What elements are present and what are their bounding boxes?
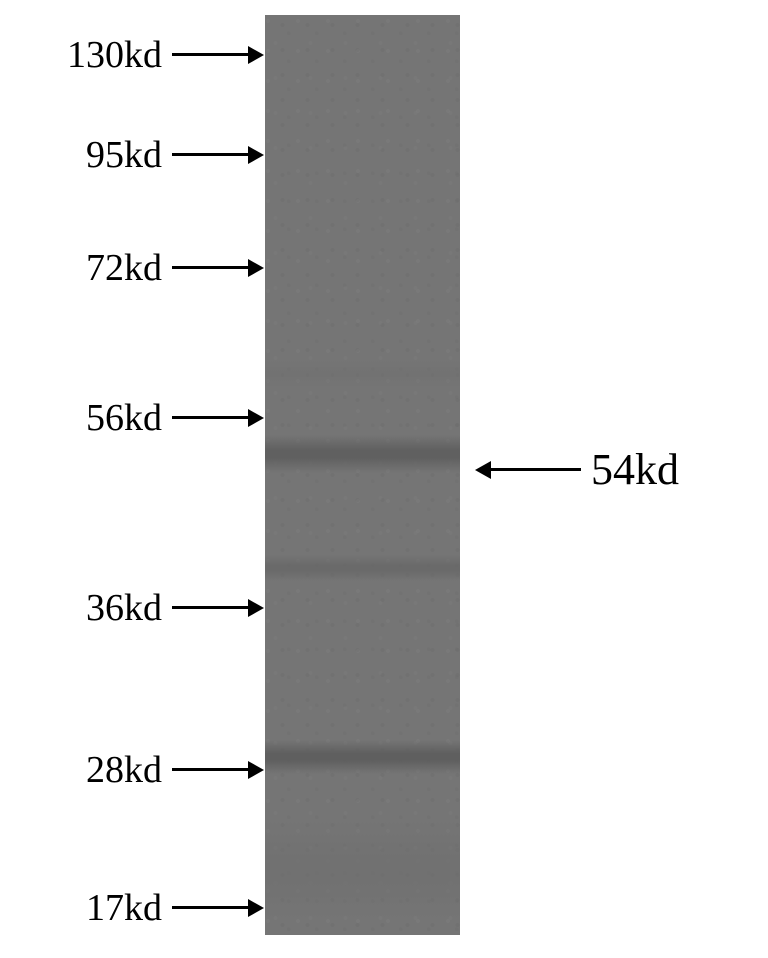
band [265, 555, 460, 581]
band [265, 360, 460, 388]
mw-marker-left: 56kd [86, 395, 250, 441]
arrow-right-icon [172, 606, 250, 609]
mw-marker-label: 95kd [86, 133, 162, 177]
mw-marker-left: 36kd [86, 585, 250, 631]
arrow-right-icon [172, 153, 250, 156]
mw-marker-left: 95kd [86, 132, 250, 178]
mw-marker-label: 54kd [591, 444, 679, 495]
mw-marker-left: 72kd [86, 245, 250, 291]
band [265, 740, 460, 774]
mw-marker-label: 130kd [67, 33, 162, 77]
mw-marker-label: 72kd [86, 246, 162, 290]
mw-marker-right: 54kd [475, 444, 679, 497]
arrow-right-icon [172, 768, 250, 771]
mw-marker-left: 28kd [86, 747, 250, 793]
band [265, 820, 460, 920]
arrow-right-icon [172, 53, 250, 56]
mw-marker-label: 28kd [86, 748, 162, 792]
band [265, 435, 460, 473]
arrow-right-icon [172, 906, 250, 909]
blot-figure: 130kd 95kd 72kd 56kd 36kd 28kd 17kd 54kd [0, 0, 768, 958]
mw-marker-label: 56kd [86, 396, 162, 440]
mw-marker-left: 130kd [67, 32, 250, 78]
arrow-left-icon [489, 468, 581, 471]
mw-marker-label: 36kd [86, 586, 162, 630]
arrow-right-icon [172, 266, 250, 269]
lane-noise [265, 15, 460, 935]
mw-marker-label: 17kd [86, 886, 162, 930]
arrow-right-icon [172, 416, 250, 419]
gel-lane [265, 15, 460, 935]
mw-marker-left: 17kd [86, 885, 250, 931]
